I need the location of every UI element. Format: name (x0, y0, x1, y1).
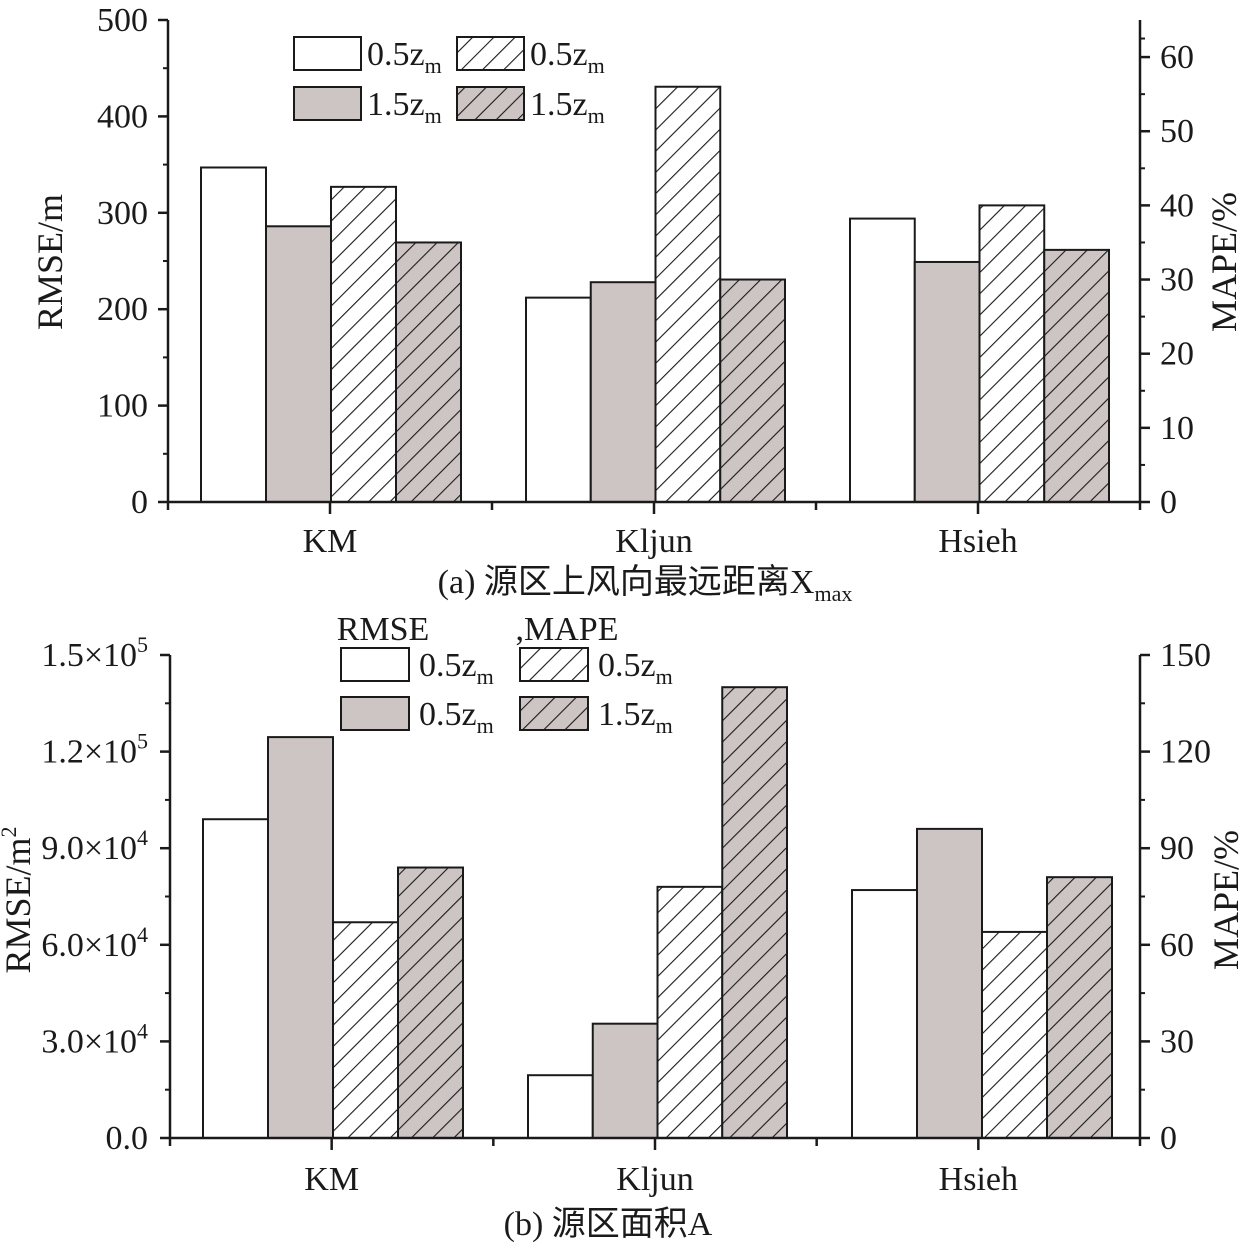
left-tick-label: 0 (131, 484, 148, 521)
right-tick-label: 0 (1160, 484, 1177, 521)
left-tick-label: 100 (97, 388, 148, 425)
legend-swatch (340, 647, 410, 682)
left-axis-label: RMSE/m2 (0, 826, 38, 973)
legend-swatch (519, 647, 589, 682)
category-label: Hsieh (939, 1161, 1018, 1198)
left-tick-label: 9.0×104 (41, 825, 148, 867)
bar-filled-kljun (591, 1022, 659, 1139)
legend-swatch (293, 86, 362, 121)
legend-label: 0.5zm (419, 696, 494, 738)
figure-caption: (b) 源区面积A (504, 1206, 713, 1243)
left-tick-label: 500 (97, 2, 148, 39)
bar-open-kljun (525, 296, 592, 503)
legend-swatch (456, 86, 525, 121)
legend-swatch (293, 36, 362, 71)
right-tick-label: 30 (1160, 262, 1194, 299)
category-label: Hsieh (938, 523, 1017, 560)
right-tick-label: 50 (1160, 113, 1194, 150)
legend-swatch (456, 36, 525, 71)
legend-swatch (340, 696, 410, 731)
left-tick-label: 300 (97, 195, 148, 232)
bar-filled-km (265, 225, 332, 504)
right-tick-label: 0 (1160, 1120, 1177, 1157)
bar-open-km (202, 818, 269, 1139)
left-tick-label: 200 (97, 291, 148, 328)
chart-b-source-area: 0.0 3.0×104 6.0×104 9.0×104 1.2×105 1.5×105 0 3… (0, 611, 1246, 1243)
bar-hatch-km (330, 185, 397, 503)
right-tick-label: 60 (1160, 927, 1194, 964)
legend-label: 0.5zm (367, 36, 442, 78)
right-tick-label: 150 (1160, 637, 1211, 674)
right-tick-label: 30 (1160, 1023, 1194, 1060)
bar-hatch-hsieh (981, 930, 1048, 1139)
legend-label: 1.5zm (367, 86, 442, 128)
right-tick-label: 90 (1160, 830, 1194, 867)
category-label: Kljun (615, 523, 692, 560)
bar-open-hsieh (849, 217, 916, 503)
legend-label: 1.5zm (598, 696, 673, 738)
left-tick-label: 0.0 (106, 1120, 149, 1157)
bar-hatch-filled-km (397, 866, 464, 1140)
left-tick-label: 6.0×104 (41, 922, 148, 964)
bar-open-kljun (527, 1074, 594, 1139)
bar-hatch-filled-hsieh (1043, 248, 1110, 503)
left-tick-label: 400 (97, 98, 148, 135)
left-tick-label: 3.0×104 (41, 1018, 148, 1060)
category-label: KM (303, 523, 358, 560)
legend-label: 0.5zm (419, 647, 494, 689)
legend-swatch (519, 696, 589, 731)
bar-open-hsieh (851, 889, 918, 1139)
legend-label: 0.5zm (598, 647, 673, 689)
bar-hatch-filled-kljun (721, 686, 788, 1139)
category-label: Kljun (616, 1161, 693, 1198)
left-axis-label: RMSE/m (30, 194, 70, 330)
right-tick-label: 60 (1160, 39, 1194, 76)
bar-filled-km (267, 736, 334, 1139)
bar-filled-hsieh (913, 260, 981, 503)
bar-hatch-hsieh (978, 204, 1046, 503)
bar-hatch-filled-km (395, 241, 462, 503)
category-label: KM (304, 1161, 359, 1198)
bar-hatch-km (332, 921, 399, 1140)
bar-hatch-kljun (654, 85, 722, 503)
bar-hatch-filled-kljun (719, 278, 786, 503)
legend-label: 1.5zm (530, 86, 605, 128)
right-tick-label: 40 (1160, 187, 1194, 224)
legend-header: ,MAPE (516, 611, 619, 648)
bar-hatch-filled-hsieh (1046, 876, 1113, 1139)
bar-open-km (200, 166, 267, 503)
left-tick-label: 1.5×105 (41, 632, 148, 674)
right-axis-label: MAPE/% (1204, 192, 1244, 332)
right-tick-label: 120 (1160, 734, 1211, 771)
figure-caption: (a) 源区上风向最远距离Xmax (438, 563, 853, 606)
right-tick-label: 10 (1160, 410, 1194, 447)
bar-filled-hsieh (916, 827, 983, 1139)
chart-a-source-distance: 0 100 200 300 400 500 0 10 20 30 40 50 60 KM Kljun Hsie… (30, 2, 1244, 606)
bar-hatch-kljun (656, 885, 724, 1140)
legend-label: 0.5zm (530, 36, 605, 78)
right-tick-label: 20 (1160, 336, 1194, 373)
bar-filled-kljun (589, 281, 657, 504)
left-tick-label: 1.2×105 (41, 729, 148, 771)
right-axis-label: MAPE/% (1206, 830, 1246, 970)
legend-header: RMSE (337, 611, 430, 648)
